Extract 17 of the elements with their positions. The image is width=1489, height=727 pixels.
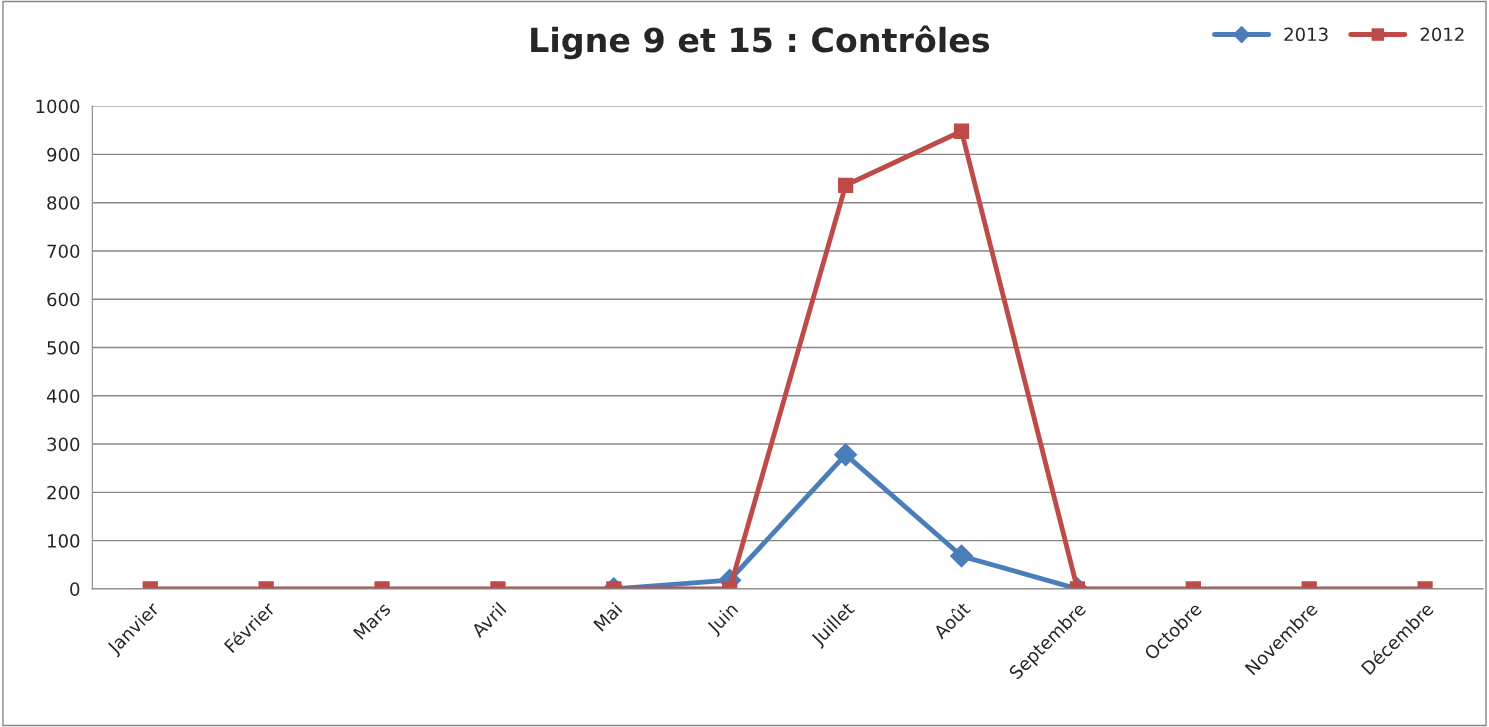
y-tick-label: 600 — [47, 292, 80, 307]
legend-label: 2013 — [1284, 27, 1328, 42]
y-tick-label: 100 — [48, 534, 80, 548]
chart-title: Ligne 9 et 15 : Contrôles — [531, 25, 990, 60]
y-tick-label: 900 — [47, 147, 80, 162]
y-tick-label: 300 — [47, 437, 80, 452]
point — [837, 177, 854, 193]
y-tick-label: 500 — [47, 340, 80, 355]
y-tick-label: 800 — [47, 196, 80, 210]
y-tick-label: 200 — [47, 485, 80, 500]
y-tick-label: 0 — [70, 582, 80, 596]
y-tick-label: 1000 — [36, 99, 80, 114]
y-tick-label: 400 — [46, 389, 80, 403]
x-tick-label: Mai — [592, 601, 623, 632]
point — [953, 123, 970, 139]
y-tick-label: 700 — [47, 244, 80, 259]
legend-label: 2012 — [1420, 27, 1464, 42]
